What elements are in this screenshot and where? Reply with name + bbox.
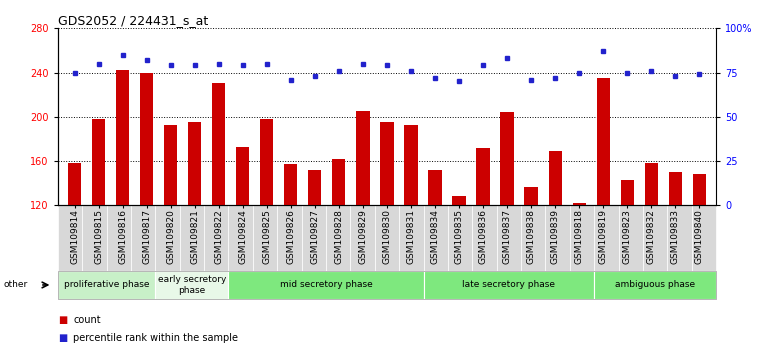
Text: count: count bbox=[73, 315, 101, 325]
Text: other: other bbox=[3, 280, 27, 290]
Bar bbox=[212, 82, 226, 205]
Bar bbox=[380, 122, 393, 205]
Text: mid secretory phase: mid secretory phase bbox=[280, 280, 373, 290]
Bar bbox=[524, 187, 537, 205]
Bar bbox=[68, 163, 81, 205]
Bar bbox=[333, 159, 346, 205]
Bar bbox=[477, 148, 490, 205]
Text: early secretory
phase: early secretory phase bbox=[158, 275, 226, 295]
Bar bbox=[116, 70, 129, 205]
Bar bbox=[693, 174, 706, 205]
Text: percentile rank within the sample: percentile rank within the sample bbox=[73, 333, 238, 343]
Bar bbox=[260, 119, 273, 205]
Bar bbox=[597, 78, 610, 205]
Bar bbox=[236, 147, 249, 205]
Text: ambiguous phase: ambiguous phase bbox=[615, 280, 695, 290]
Text: proliferative phase: proliferative phase bbox=[64, 280, 149, 290]
Bar bbox=[548, 151, 562, 205]
Bar bbox=[164, 125, 177, 205]
Text: ■: ■ bbox=[58, 333, 67, 343]
Bar bbox=[188, 122, 201, 205]
Bar bbox=[404, 125, 417, 205]
Bar bbox=[92, 119, 105, 205]
Bar bbox=[453, 196, 466, 205]
Bar bbox=[428, 170, 441, 205]
Bar bbox=[644, 163, 658, 205]
Text: late secretory phase: late secretory phase bbox=[462, 280, 555, 290]
Bar bbox=[668, 172, 682, 205]
Bar bbox=[621, 180, 634, 205]
Bar bbox=[357, 111, 370, 205]
Text: ■: ■ bbox=[58, 315, 67, 325]
Bar bbox=[284, 164, 297, 205]
Bar bbox=[573, 203, 586, 205]
Bar bbox=[308, 170, 321, 205]
Text: GDS2052 / 224431_s_at: GDS2052 / 224431_s_at bbox=[58, 14, 208, 27]
Bar bbox=[140, 73, 153, 205]
Bar bbox=[500, 113, 514, 205]
